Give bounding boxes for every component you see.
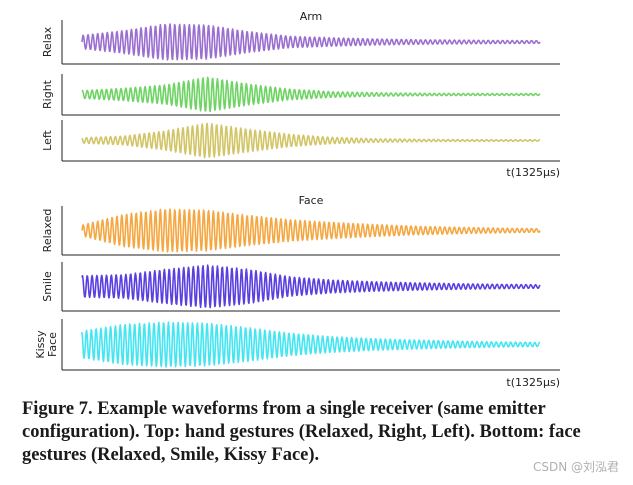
axis-x-label: t(1325μs) — [506, 166, 560, 179]
series-line — [81, 23, 541, 61]
series-line — [81, 264, 541, 309]
series-label: Relax — [41, 26, 54, 57]
series-line — [81, 122, 541, 159]
series-line — [81, 76, 541, 113]
chart-title: Arm — [300, 10, 323, 23]
chart-title: Face — [299, 194, 324, 207]
series-label: Smile — [41, 271, 54, 302]
series-label: Left — [41, 129, 54, 150]
series-label: KissyFace — [34, 330, 59, 359]
figure-caption: Figure 7. Example waveforms from a singl… — [22, 399, 581, 465]
series-line — [81, 208, 541, 253]
series-label: Relaxed — [41, 209, 54, 253]
watermark: CSDN @刘泓君 — [532, 460, 619, 474]
axis-x-label: t(1325μs) — [506, 376, 560, 389]
series-line — [81, 321, 541, 368]
series-label: Right — [41, 79, 54, 109]
figure-svg: Arm Relax Right Left t(1325μs) Face Relaxed Smi… — [34, 10, 560, 389]
